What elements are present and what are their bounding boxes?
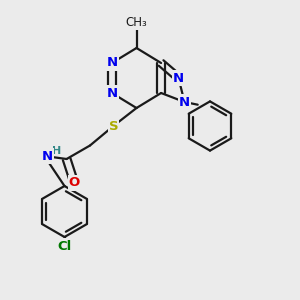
Text: N: N (106, 86, 118, 100)
Text: S: S (109, 119, 118, 133)
Text: Cl: Cl (57, 239, 72, 253)
Text: O: O (69, 176, 80, 190)
Text: CH₃: CH₃ (126, 16, 147, 29)
Text: N: N (106, 56, 118, 70)
Text: N: N (42, 149, 53, 163)
Text: N: N (173, 71, 184, 85)
Text: N: N (179, 95, 190, 109)
Text: H: H (52, 146, 62, 156)
